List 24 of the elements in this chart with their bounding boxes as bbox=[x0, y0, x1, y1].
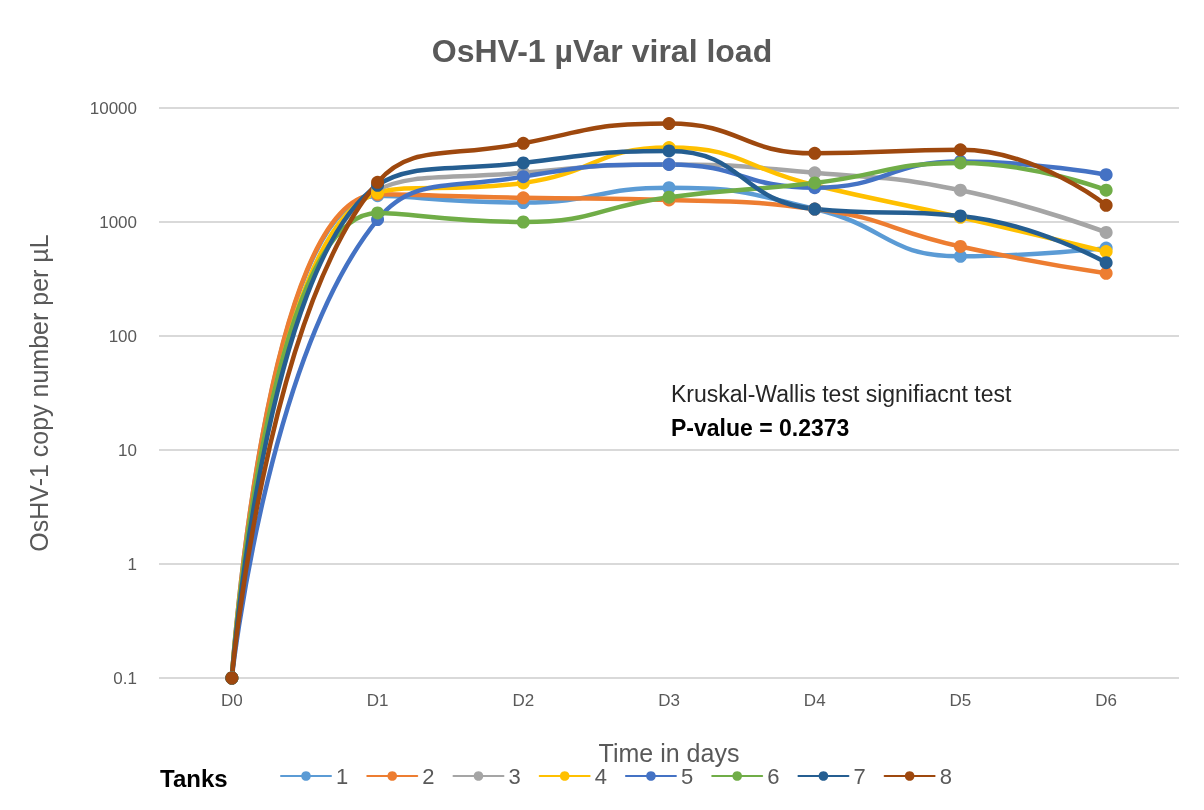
y-axis-title: OsHV-1 copy number per µL bbox=[24, 234, 53, 552]
y-tick-label: 0.1 bbox=[113, 668, 137, 688]
chart-title: OsHV-1 µVar viral load bbox=[431, 33, 773, 69]
y-tick-label: 1 bbox=[127, 554, 137, 574]
y-tick-label: 100 bbox=[108, 326, 137, 346]
y-tick-label: 10000 bbox=[89, 98, 137, 118]
annotation: Kruskal-Wallis test signifiacnt test bbox=[671, 380, 1013, 407]
y-tick-label: 1000 bbox=[99, 212, 137, 232]
x-tick-label: D4 bbox=[803, 691, 826, 710]
x-tick-label: D6 bbox=[1095, 691, 1118, 710]
legend-label: 2 bbox=[422, 763, 435, 789]
legend-label: 1 bbox=[336, 763, 349, 789]
x-tick-label: D2 bbox=[512, 691, 535, 710]
x-tick-label: D5 bbox=[949, 691, 972, 710]
annotation: P-value = 0.2373 bbox=[671, 414, 850, 441]
legend-label: 7 bbox=[853, 763, 866, 789]
legend-label: 8 bbox=[939, 763, 952, 789]
x-tick-label: D3 bbox=[658, 691, 680, 710]
y-tick-label: 10 bbox=[118, 440, 137, 460]
legend-label: 6 bbox=[767, 763, 780, 789]
x-tick-label: D0 bbox=[220, 691, 243, 710]
legend-label: 3 bbox=[508, 763, 521, 789]
x-tick-label: D1 bbox=[366, 691, 389, 710]
legend-title: Tanks bbox=[160, 764, 228, 792]
